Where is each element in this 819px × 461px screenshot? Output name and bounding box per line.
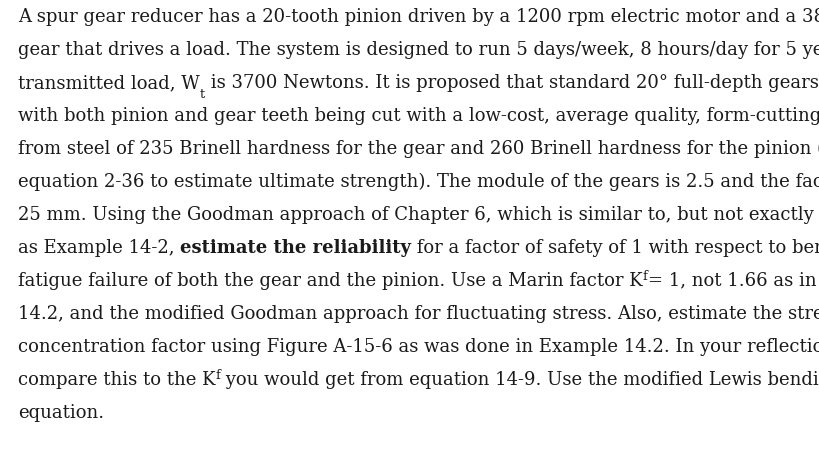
Text: equation.: equation. <box>18 404 104 422</box>
Text: with both pinion and gear teeth being cut with a low-cost, average quality, form: with both pinion and gear teeth being cu… <box>18 107 819 125</box>
Text: transmitted load, W: transmitted load, W <box>18 74 200 92</box>
Text: f: f <box>642 270 647 283</box>
Text: is 3700 Newtons. It is proposed that standard 20° full-depth gears be used,: is 3700 Newtons. It is proposed that sta… <box>205 74 819 92</box>
Text: gear that drives a load. The system is designed to run 5 days/week, 8 hours/day : gear that drives a load. The system is d… <box>18 41 819 59</box>
Text: 14.2, and the modified Goodman approach for fluctuating stress. Also, estimate t: 14.2, and the modified Goodman approach … <box>18 305 819 323</box>
Text: = 1, not 1.66 as in Example: = 1, not 1.66 as in Example <box>647 272 819 290</box>
Text: fatigue failure of both the gear and the pinion. Use a Marin factor K: fatigue failure of both the gear and the… <box>18 272 642 290</box>
Text: equation 2-36 to estimate ultimate strength). The module of the gears is 2.5 and: equation 2-36 to estimate ultimate stren… <box>18 173 819 191</box>
Text: from steel of 235 Brinell hardness for the gear and 260 Brinell hardness for the: from steel of 235 Brinell hardness for t… <box>18 140 819 158</box>
Text: concentration factor using Figure A-15-6 as was done in Example 14.2. In your re: concentration factor using Figure A-15-6… <box>18 338 819 356</box>
Text: A spur gear reducer has a 20-tooth pinion driven by a 1200 rpm electric motor an: A spur gear reducer has a 20-tooth pinio… <box>18 8 819 26</box>
Text: for a factor of safety of 1 with respect to bending: for a factor of safety of 1 with respect… <box>411 239 819 257</box>
Text: f: f <box>215 369 220 382</box>
Text: as Example 14-2,: as Example 14-2, <box>18 239 180 257</box>
Text: 25 mm. Using the Goodman approach of Chapter 6, which is similar to, but not exa: 25 mm. Using the Goodman approach of Cha… <box>18 206 819 224</box>
Text: t: t <box>200 88 205 101</box>
Text: you would get from equation 14-9. Use the modified Lewis bending: you would get from equation 14-9. Use th… <box>220 371 819 389</box>
Text: estimate the reliability: estimate the reliability <box>180 239 411 257</box>
Text: compare this to the K: compare this to the K <box>18 371 215 389</box>
